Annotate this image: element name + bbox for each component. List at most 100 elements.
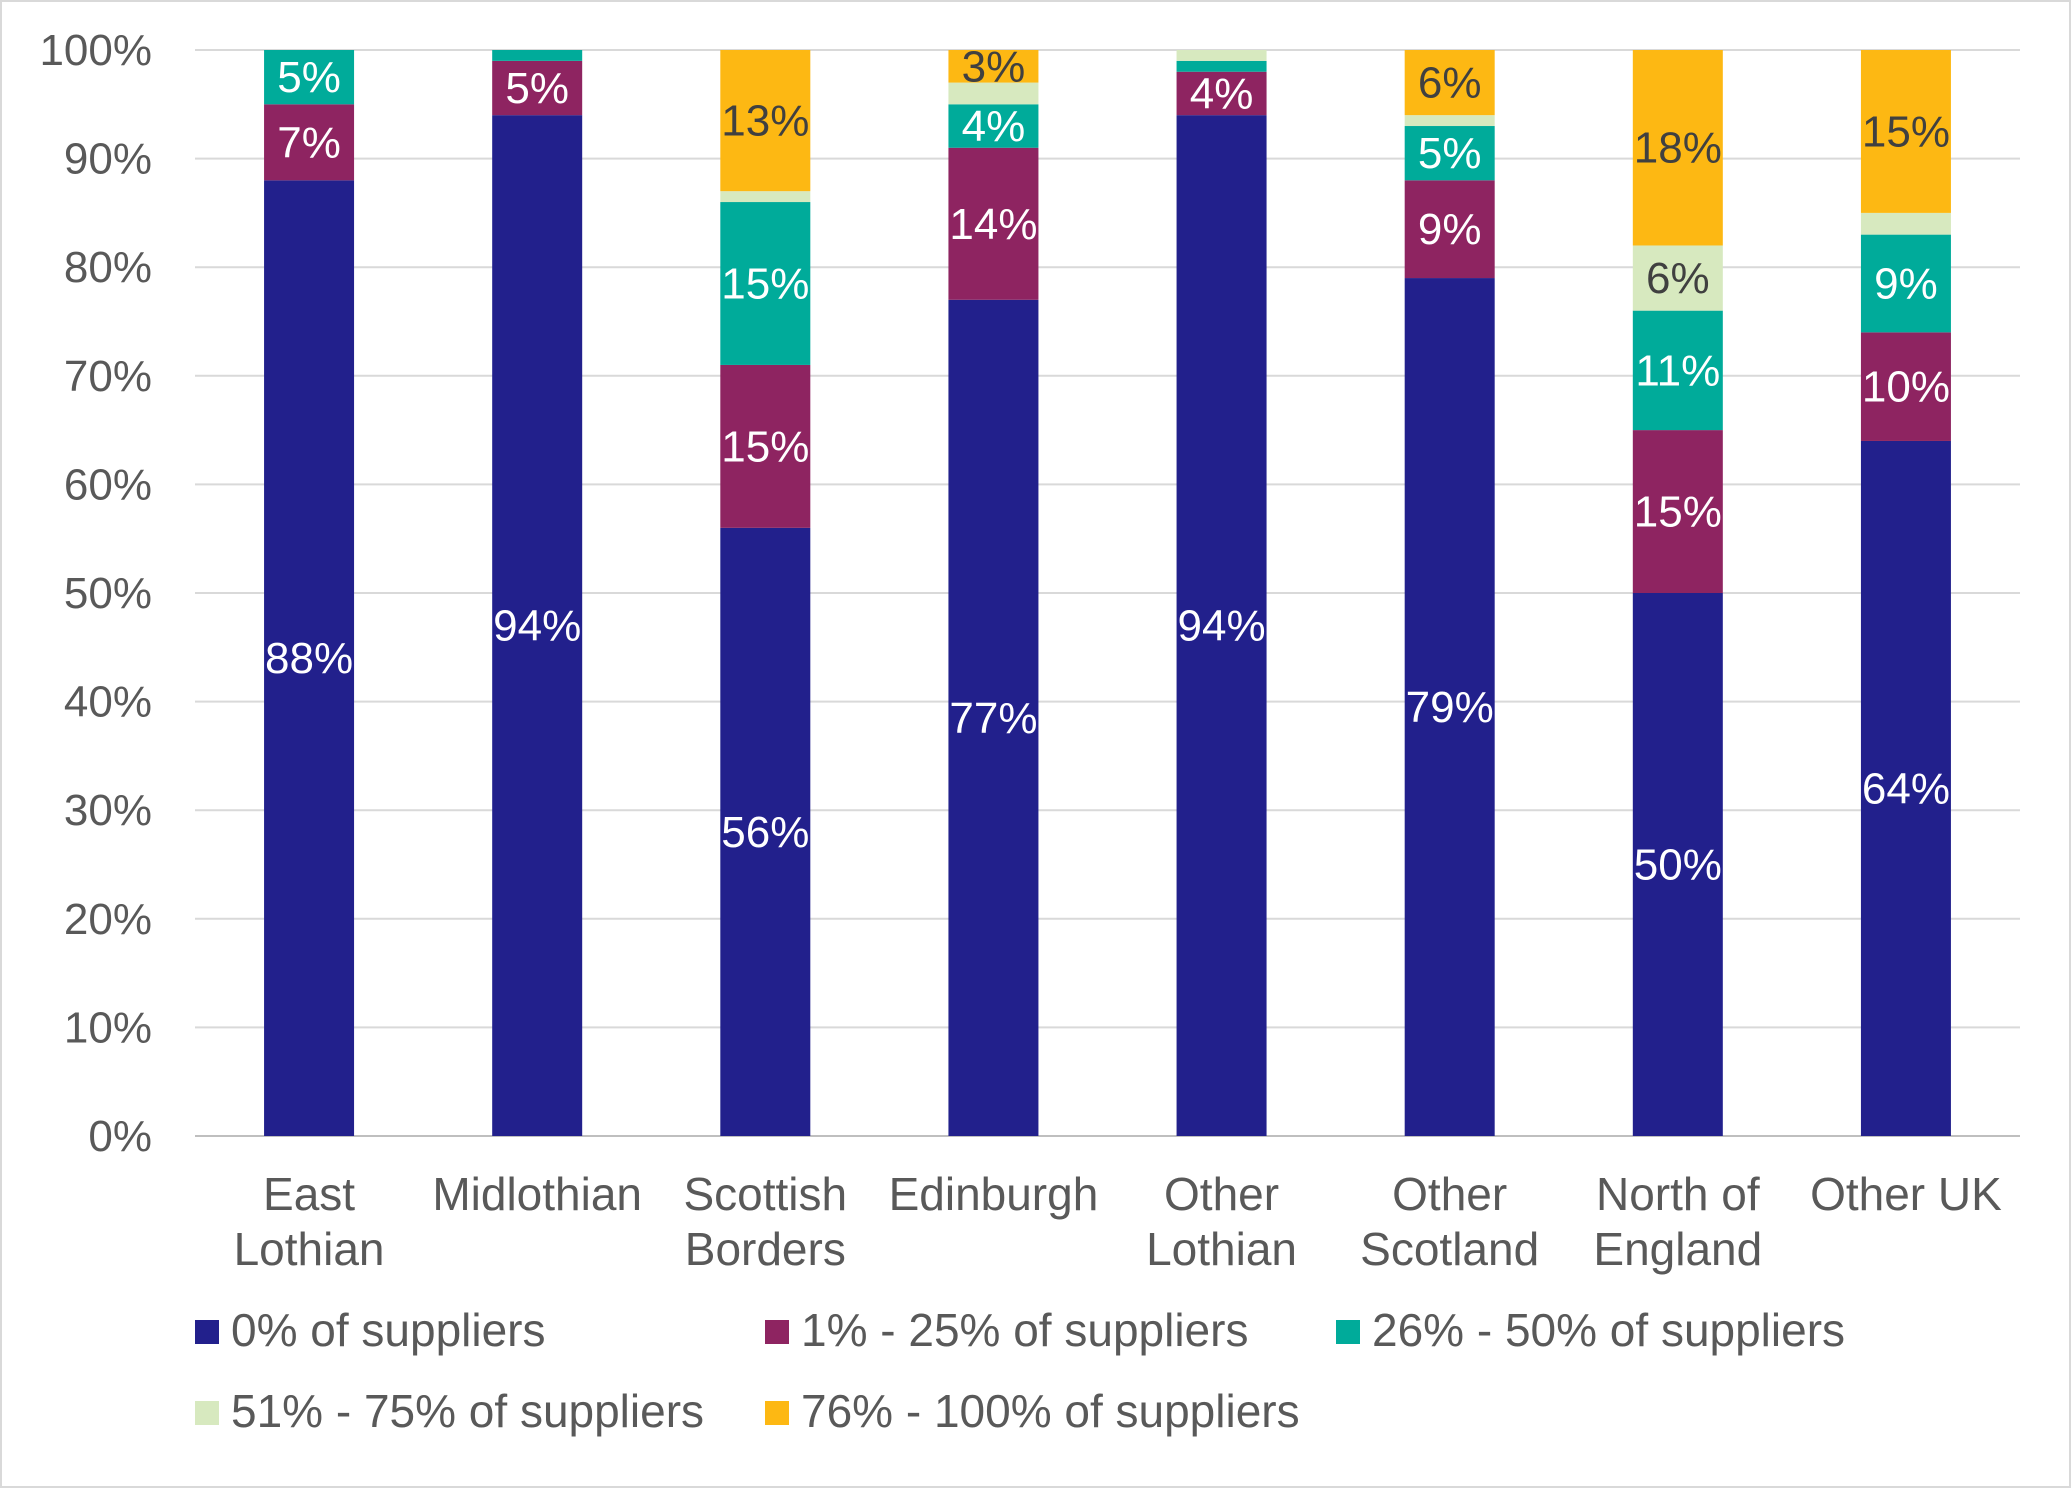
bar-data-label: 6% xyxy=(1418,59,1482,108)
bar-data-label: 64% xyxy=(1862,764,1950,813)
y-tick-label: 10% xyxy=(64,1003,152,1052)
bar-segment xyxy=(264,180,355,1136)
bar-data-label: 50% xyxy=(1634,841,1722,890)
bar-segment xyxy=(492,115,583,1136)
bar-data-label: 3% xyxy=(962,42,1026,91)
bar-data-label: 9% xyxy=(1874,259,1938,308)
bar-data-label: 5% xyxy=(277,53,341,102)
bar-data-label: 15% xyxy=(721,259,809,308)
bar-data-label: 94% xyxy=(1178,602,1266,651)
bar-segment xyxy=(264,104,355,181)
y-tick-label: 0% xyxy=(88,1112,152,1161)
bar-segment xyxy=(1632,245,1723,311)
bar-data-label: 15% xyxy=(1634,488,1722,537)
x-category-label: Other xyxy=(1164,1168,1279,1220)
legend: 0% of suppliers 1% - 25% of suppliers 26% … xyxy=(195,1304,1845,1437)
bar-data-label: 15% xyxy=(1862,107,1950,156)
bar-segment xyxy=(1632,310,1723,431)
x-category-label: Other UK xyxy=(1810,1168,2002,1220)
x-category-label: Lothian xyxy=(234,1223,385,1275)
bar-data-label: 4% xyxy=(1190,69,1254,118)
bar-segment xyxy=(1860,234,1951,333)
bars xyxy=(264,50,1951,1137)
bar-segment xyxy=(1632,430,1723,593)
bar-segment xyxy=(1632,50,1723,246)
bar-data-label: 79% xyxy=(1406,683,1494,732)
legend-label: 1% - 25% of suppliers xyxy=(801,1304,1248,1356)
y-tick-label: 60% xyxy=(64,460,152,509)
y-tick-label: 30% xyxy=(64,786,152,835)
bar-segment xyxy=(948,104,1039,148)
bar-data-label: 11% xyxy=(1635,346,1720,395)
bar-segment xyxy=(720,191,811,203)
x-category-label: Lothian xyxy=(1146,1223,1297,1275)
bar-segment xyxy=(1176,60,1267,72)
bar-segment xyxy=(720,364,811,528)
bar-data-label: 4% xyxy=(962,102,1026,151)
y-tick-label: 70% xyxy=(64,352,152,401)
bar-segment xyxy=(720,527,811,1136)
legend-swatch xyxy=(765,1320,789,1344)
bar-segment xyxy=(1860,50,1951,213)
bar-segment xyxy=(1860,332,1951,441)
y-tick-label: 90% xyxy=(64,135,152,184)
bar-data-label: 13% xyxy=(721,97,809,146)
y-tick-label: 20% xyxy=(64,895,152,944)
bar-segment xyxy=(1176,50,1267,61)
bar-data-label: 6% xyxy=(1646,254,1710,303)
bar-segment xyxy=(1404,50,1495,116)
legend-item: 51% - 75% of suppliers xyxy=(195,1385,704,1437)
x-category-label: Edinburgh xyxy=(889,1168,1099,1220)
legend-swatch xyxy=(765,1401,789,1425)
x-category-label: Scottish xyxy=(683,1168,847,1220)
bar-data-label: 9% xyxy=(1418,205,1482,254)
bar-segment xyxy=(1860,440,1951,1137)
x-category-label: Borders xyxy=(685,1223,846,1275)
legend-item: 0% of suppliers xyxy=(195,1304,546,1356)
bar-segment xyxy=(492,60,583,116)
legend-swatch xyxy=(195,1401,219,1425)
bar-segment xyxy=(492,50,583,61)
y-tick-label: 40% xyxy=(64,678,152,727)
x-category-label: East xyxy=(263,1168,355,1220)
bar-segment xyxy=(1176,71,1267,116)
legend-label: 26% - 50% of suppliers xyxy=(1372,1304,1845,1356)
bar-data-label: 15% xyxy=(721,422,809,471)
bar-segment xyxy=(1404,126,1495,181)
legend-label: 51% - 75% of suppliers xyxy=(231,1385,704,1437)
data-labels: 88% 7% 5% 94% 5% 56% 15% 15% 13% 77% 14% 4% 3% 94% 4% 7… xyxy=(265,42,1950,889)
legend-item: 76% - 100% of suppliers xyxy=(765,1385,1300,1437)
bar-segment xyxy=(720,50,811,192)
bar-segment xyxy=(948,82,1039,105)
bar-data-label: 14% xyxy=(949,200,1037,249)
bar-segment xyxy=(1632,593,1723,1136)
bar-segment xyxy=(1860,212,1951,235)
bar-data-label: 77% xyxy=(949,694,1037,743)
bar-segment xyxy=(948,299,1039,1136)
x-category-label: England xyxy=(1593,1223,1762,1275)
bar-data-label: 5% xyxy=(1418,129,1482,178)
bar-segment xyxy=(1404,180,1495,279)
bar-segment xyxy=(948,147,1039,300)
y-axis-ticks: 0% 10% 20% 30% 40% 50% 60% 70% 80% 90% 100% xyxy=(39,26,152,1161)
y-tick-label: 50% xyxy=(64,569,152,618)
bar-segment xyxy=(720,202,811,365)
bar-data-label: 7% xyxy=(277,118,341,167)
legend-label: 76% - 100% of suppliers xyxy=(801,1385,1300,1437)
bar-segment xyxy=(1404,278,1495,1136)
legend-swatch xyxy=(195,1320,219,1344)
bar-data-label: 56% xyxy=(721,808,809,857)
bar-data-label: 88% xyxy=(265,634,353,683)
bar-data-label: 94% xyxy=(493,602,581,651)
y-tick-label: 100% xyxy=(39,26,152,75)
legend-label: 0% of suppliers xyxy=(231,1304,546,1356)
legend-item: 26% - 50% of suppliers xyxy=(1336,1304,1845,1356)
bar-segment xyxy=(1176,115,1267,1136)
bar-data-label: 18% xyxy=(1634,124,1722,173)
bar-segment xyxy=(264,50,355,105)
y-tick-label: 80% xyxy=(64,243,152,292)
x-category-label: Scotland xyxy=(1360,1223,1539,1275)
